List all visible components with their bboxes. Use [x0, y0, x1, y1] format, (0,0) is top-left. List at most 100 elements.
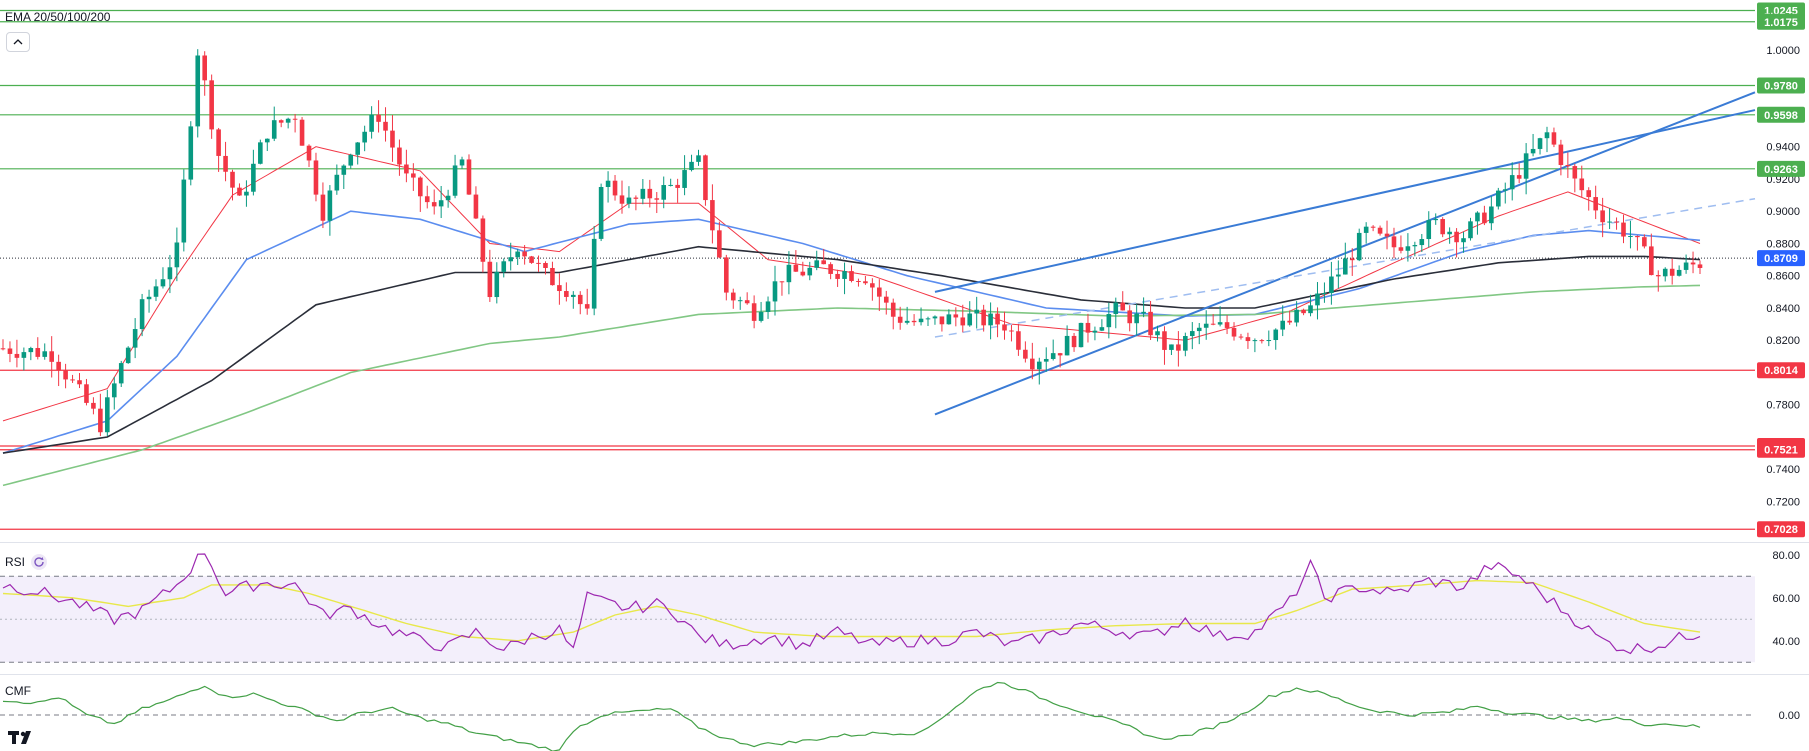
candle-body: [1322, 293, 1327, 295]
indicator-legend-label[interactable]: EMA 20/50/100/200: [5, 10, 111, 24]
refresh-icon[interactable]: [31, 554, 48, 570]
candle-body: [1030, 358, 1035, 370]
candle: [1447, 227, 1452, 244]
candle-body: [251, 163, 256, 192]
candle: [661, 176, 667, 209]
candle: [1113, 297, 1119, 329]
candle-body: [153, 286, 159, 297]
candle: [1016, 324, 1021, 356]
candle-body: [1342, 258, 1348, 275]
candle: [313, 152, 319, 202]
candle: [7, 341, 13, 363]
candle: [1482, 205, 1487, 226]
candle-body: [1593, 197, 1598, 211]
y-tick-label: 0.7400: [1766, 464, 1800, 476]
candle: [1649, 233, 1654, 276]
candle-body: [598, 186, 604, 239]
candle-body: [1023, 349, 1028, 359]
tradingview-logo-icon[interactable]: [8, 729, 38, 750]
candle-body: [306, 145, 312, 161]
candle: [682, 155, 687, 196]
rsi-pane-label[interactable]: RSI: [5, 554, 48, 570]
candle-body: [1071, 335, 1077, 348]
candle: [188, 121, 194, 186]
candle-body: [1210, 323, 1216, 325]
candle: [1092, 326, 1098, 341]
candle-body: [174, 242, 180, 268]
candle-body: [105, 397, 110, 433]
candle: [1106, 302, 1112, 339]
candle: [369, 106, 374, 139]
candle-body: [786, 264, 792, 283]
candle: [1280, 305, 1286, 337]
rsi-tick-label: 60.00: [1772, 593, 1800, 605]
candle: [1628, 220, 1633, 249]
candle-body: [668, 184, 673, 186]
candle-body: [730, 292, 736, 301]
candle-body: [1440, 219, 1445, 235]
candle: [772, 265, 778, 316]
candle: [181, 169, 187, 252]
candle-body: [1489, 206, 1494, 224]
candle: [42, 343, 48, 360]
collapse-legend-button[interactable]: [6, 32, 30, 52]
candle-body: [42, 351, 48, 357]
candle-body: [689, 161, 694, 171]
candle: [1544, 126, 1550, 153]
candle-body: [209, 80, 214, 130]
candle: [1635, 235, 1640, 251]
candle: [56, 354, 61, 387]
candle: [550, 261, 555, 286]
ema-line-ema200: [2, 284, 1701, 487]
candle-body: [111, 383, 117, 398]
candle: [271, 106, 277, 142]
candle-body: [355, 142, 361, 155]
candle: [724, 254, 729, 301]
candle-body: [1002, 324, 1007, 331]
candle-body: [1468, 221, 1473, 239]
candle-body: [125, 347, 131, 364]
candle-body: [1669, 268, 1675, 276]
candle-body: [779, 281, 785, 283]
candle: [1043, 347, 1049, 372]
candle: [1509, 162, 1515, 201]
candle-body: [35, 348, 41, 357]
candle: [904, 306, 910, 325]
candle: [264, 138, 270, 152]
candle-body: [1579, 178, 1585, 191]
candle: [1655, 270, 1661, 292]
candle-body: [1496, 190, 1501, 207]
y-tick-label: 0.9400: [1766, 142, 1800, 154]
candle: [244, 180, 249, 207]
candle: [501, 258, 507, 278]
horizontal-levels: [0, 9, 1755, 530]
candle: [334, 164, 340, 195]
candle-body: [814, 260, 820, 268]
candle-body: [459, 159, 465, 166]
candle-body: [313, 160, 319, 195]
candle: [146, 289, 152, 313]
candle: [376, 100, 381, 133]
candle: [598, 183, 604, 242]
y-tick-label: 0.9000: [1766, 206, 1800, 218]
candle: [174, 227, 180, 282]
candle: [939, 316, 945, 332]
candle: [1426, 211, 1432, 248]
candle: [842, 262, 847, 295]
candle-body: [202, 55, 207, 81]
candle-body: [744, 300, 750, 304]
candle-body: [1419, 239, 1425, 246]
candle: [466, 154, 472, 195]
candle: [431, 189, 437, 215]
candle: [1238, 333, 1244, 340]
candle-body: [1169, 344, 1174, 350]
candle: [473, 186, 479, 220]
candle: [1565, 152, 1571, 178]
candle-body: [696, 155, 701, 162]
candle: [341, 164, 347, 189]
candle-body: [856, 280, 861, 282]
candle-body: [1189, 331, 1195, 337]
candle-body: [1621, 222, 1626, 237]
ema-line-ema20: [2, 146, 1701, 422]
